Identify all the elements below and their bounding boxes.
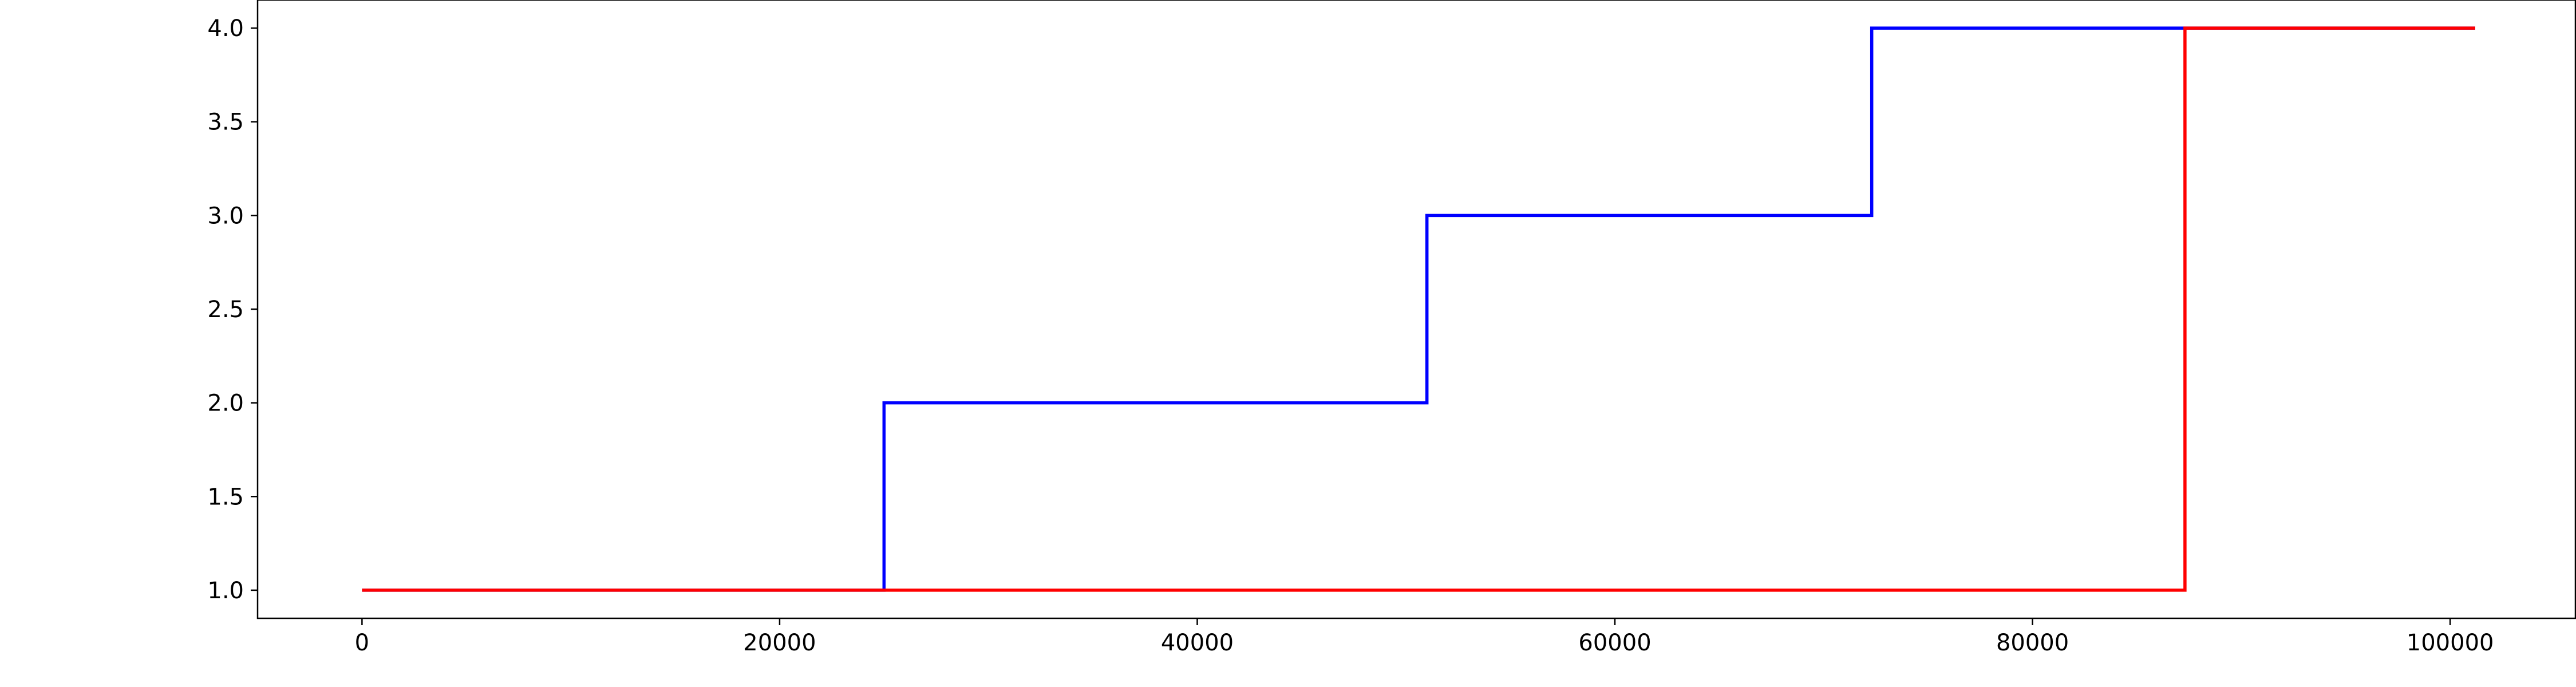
y-tick-label: 3.5 [207,109,244,136]
y-tick-label: 2.5 [207,297,244,323]
y-tick-label: 4.0 [207,15,244,42]
x-axis: 0 20000 40000 60000 80000 100000 [355,618,2494,656]
y-tick-label: 1.0 [207,578,244,604]
y-axis: 1.0 1.5 2.0 2.5 3.0 3.5 4.0 [207,15,258,604]
series-layer [362,26,2475,592]
y-tick-label: 2.0 [207,390,244,417]
x-tick-label: 100000 [2407,630,2494,656]
x-tick-label: 40000 [1161,630,1234,656]
x-tick-label: 0 [355,630,369,656]
x-tick-label: 80000 [1996,630,2069,656]
x-tick-label: 60000 [1578,630,1651,656]
series-line-1 [362,26,2475,592]
y-tick-label: 1.5 [207,484,244,510]
y-tick-label: 3.0 [207,203,244,229]
series-line-2 [362,26,2475,592]
plot-area-frame [256,0,2576,619]
x-tick-label: 20000 [743,630,816,656]
